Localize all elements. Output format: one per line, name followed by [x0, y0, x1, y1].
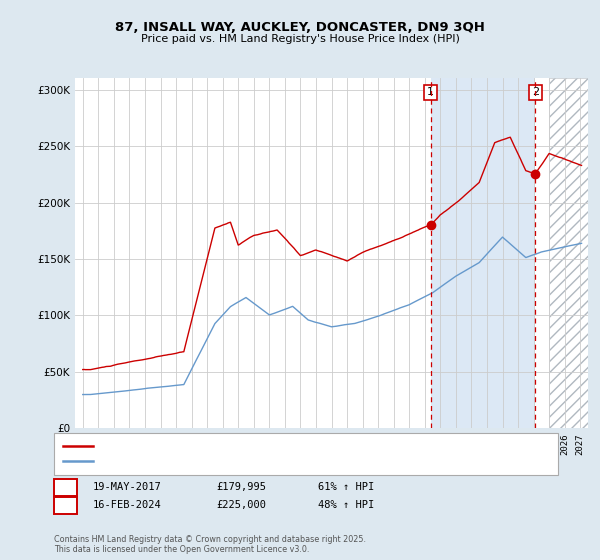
Text: 2: 2: [62, 500, 69, 510]
Text: 87, INSALL WAY, AUCKLEY, DONCASTER, DN9 3QH (semi-detached house): 87, INSALL WAY, AUCKLEY, DONCASTER, DN9 …: [96, 441, 447, 450]
Text: Contains HM Land Registry data © Crown copyright and database right 2025.
This d: Contains HM Land Registry data © Crown c…: [54, 535, 366, 554]
Text: 2: 2: [532, 87, 539, 97]
Text: 19-MAY-2017: 19-MAY-2017: [93, 482, 162, 492]
Text: HPI: Average price, semi-detached house, Doncaster: HPI: Average price, semi-detached house,…: [96, 457, 347, 466]
Text: 48% ↑ HPI: 48% ↑ HPI: [318, 500, 374, 510]
Text: 1: 1: [62, 482, 69, 492]
Text: £179,995: £179,995: [216, 482, 266, 492]
Text: 61% ↑ HPI: 61% ↑ HPI: [318, 482, 374, 492]
Text: 1: 1: [427, 87, 434, 97]
Bar: [431, 78, 535, 428]
Text: £225,000: £225,000: [216, 500, 266, 510]
Text: 16-FEB-2024: 16-FEB-2024: [93, 500, 162, 510]
Text: 87, INSALL WAY, AUCKLEY, DONCASTER, DN9 3QH: 87, INSALL WAY, AUCKLEY, DONCASTER, DN9 …: [115, 21, 485, 34]
Text: Price paid vs. HM Land Registry's House Price Index (HPI): Price paid vs. HM Land Registry's House …: [140, 34, 460, 44]
